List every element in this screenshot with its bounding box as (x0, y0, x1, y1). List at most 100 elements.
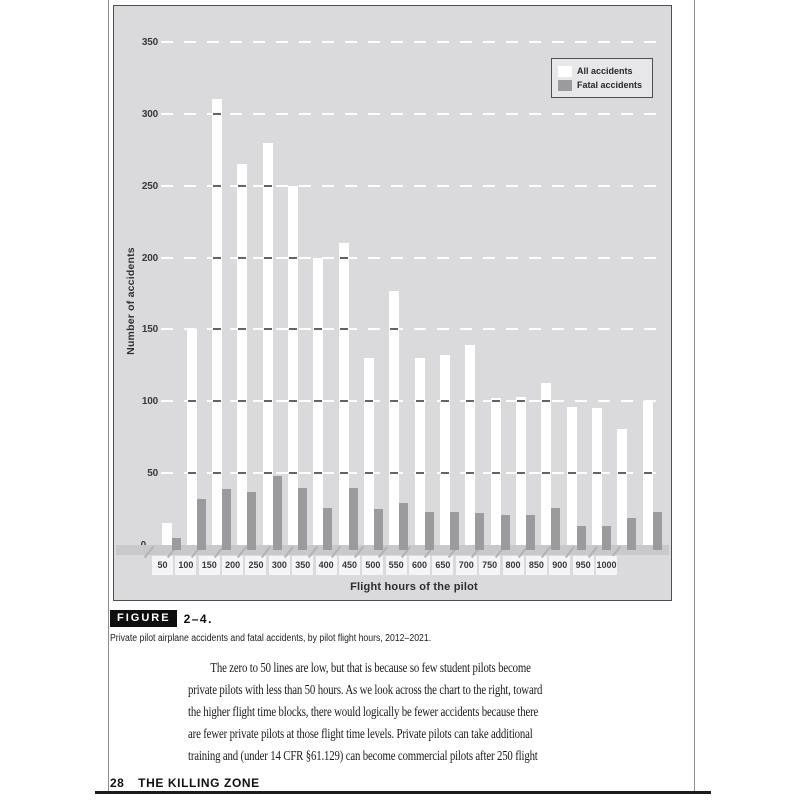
bar-grid-tick (390, 472, 399, 475)
bar-fatal-accidents-900 (602, 526, 612, 550)
bar-grid-tick (339, 472, 348, 475)
legend-swatch-all-accidents-icon (558, 65, 572, 77)
chart-content: 050100150200250300350 Number of accident… (114, 6, 671, 600)
page-footer: 28 THE KILLING ZONE (110, 776, 260, 790)
x-tick-label-1000: 1000 (587, 545, 618, 575)
body-text-line-2: private pilots with less than 50 hours. … (188, 682, 543, 697)
gridline-250 (161, 184, 667, 187)
bar-fatal-accidents-250 (272, 476, 282, 550)
gridline-300 (161, 112, 667, 115)
bar-grid-tick (542, 472, 551, 475)
bar-fatal-accidents-850 (576, 526, 586, 550)
bar-all-accidents-300 (288, 185, 299, 545)
bar-fatal-accidents-750 (526, 514, 536, 550)
bar-fatal-accidents-550 (424, 511, 434, 550)
x-tick-label-50: 50 (143, 545, 173, 575)
bar-grid-tick (263, 256, 272, 259)
body-text-line-3: the higher flight time blocks, there wou… (188, 704, 539, 719)
bar-grid-tick (314, 328, 323, 331)
bar-grid-tick (415, 472, 424, 475)
bar-fatal-accidents-300 (298, 487, 308, 550)
footer-rule (95, 791, 711, 794)
body-text-line-4: are fewer private pilots at those flight… (188, 726, 533, 741)
x-axis-title: Flight hours of the pilot (350, 581, 478, 593)
bar-fatal-accidents-50 (171, 537, 181, 550)
legend-item-all-accidents: All accidents (558, 64, 646, 78)
bar-grid-tick (213, 472, 222, 475)
bar-grid-tick (491, 400, 500, 403)
bar-fatal-accidents-450 (374, 509, 384, 550)
bar-fatal-accidents-400 (348, 487, 358, 550)
bar-grid-tick (213, 400, 222, 403)
y-tick-label-300: 300 (141, 108, 158, 120)
bar-all-accidents-850 (566, 407, 577, 545)
bar-all-accidents-1000 (642, 401, 653, 545)
x-tick-label-300: 300 (260, 545, 290, 575)
body-text-line-5: training and (under 14 CFR §61.129) can … (188, 748, 538, 763)
bar-grid-tick (339, 400, 348, 403)
bar-grid-tick (643, 472, 652, 475)
footer-book-title: THE KILLING ZONE (138, 776, 260, 790)
x-tick-label-900: 900 (541, 545, 571, 575)
bar-grid-tick (618, 472, 627, 475)
gridline-200 (161, 256, 667, 259)
bar-grid-tick (314, 472, 323, 475)
figure-chart-box: 050100150200250300350 Number of accident… (113, 5, 672, 601)
bar-all-accidents-450 (364, 358, 375, 545)
bar-all-accidents-800 (541, 382, 552, 545)
bar-fatal-accidents-150 (222, 488, 232, 550)
bar-all-accidents-550 (414, 358, 425, 545)
bar-grid-tick (441, 472, 450, 475)
gridline-50 (161, 472, 667, 475)
bar-grid-tick (542, 400, 551, 403)
bar-grid-tick (238, 256, 247, 259)
bar-all-accidents-750 (516, 396, 527, 545)
x-tick-label-700: 700 (447, 545, 477, 575)
legend: All accidents Fatal accidents (551, 58, 653, 98)
bar-all-accidents-150 (212, 99, 223, 545)
figure-caption-text: Private pilot airplane accidents and fat… (110, 633, 432, 644)
bar-grid-tick (441, 400, 450, 403)
bar-fatal-accidents-1000 (652, 511, 662, 550)
x-tick-label-600: 600 (400, 545, 431, 575)
bar-grid-tick (466, 400, 475, 403)
bar-all-accidents-200 (237, 164, 248, 545)
bar-grid-tick (314, 400, 323, 403)
bar-all-accidents-900 (592, 408, 603, 545)
bar-grid-tick (517, 400, 526, 403)
body-text-line-1: The zero to 50 lines are low, but that i… (210, 660, 531, 675)
bar-grid-tick (289, 472, 298, 475)
bar-fatal-accidents-700 (500, 514, 510, 550)
bar-grid-tick (567, 472, 576, 475)
x-tick-label-100: 100 (167, 545, 197, 575)
bar-all-accidents-650 (465, 345, 476, 545)
legend-label-all-accidents: All accidents (577, 66, 633, 76)
x-tick-label-800: 800 (494, 545, 524, 575)
y-tick-label-250: 250 (141, 180, 158, 192)
x-tick-label-450: 450 (330, 545, 360, 575)
bar-grid-tick (593, 472, 602, 475)
body-paragraph: The zero to 50 lines are low, but that i… (188, 657, 542, 767)
bar-grid-tick (390, 328, 399, 331)
bar-fatal-accidents-650 (475, 513, 485, 550)
bar-grid-tick (238, 472, 247, 475)
gridline-350 (161, 40, 667, 43)
footer-page-number: 28 (110, 776, 125, 790)
x-tick-label-500: 500 (354, 545, 384, 575)
bar-all-accidents-100 (186, 329, 197, 545)
figure-caption-heading: FIGURE 2–4. (110, 610, 213, 627)
x-tick-label-250: 250 (237, 545, 267, 575)
legend-label-fatal-accidents: Fatal accidents (577, 80, 643, 90)
baseline-band (116, 545, 669, 555)
bar-grid-tick (263, 328, 272, 331)
bar-fatal-accidents-350 (323, 507, 333, 550)
bar-grid-tick (238, 184, 247, 187)
bar-grid-tick (213, 328, 222, 331)
gridline-100 (161, 400, 667, 403)
bar-grid-tick (213, 256, 222, 259)
y-tick-label-350: 350 (141, 36, 158, 48)
bar-grid-tick (238, 328, 247, 331)
x-tick-label-150: 150 (190, 545, 220, 575)
bar-grid-tick (339, 256, 348, 259)
bar-grid-tick (238, 400, 247, 403)
